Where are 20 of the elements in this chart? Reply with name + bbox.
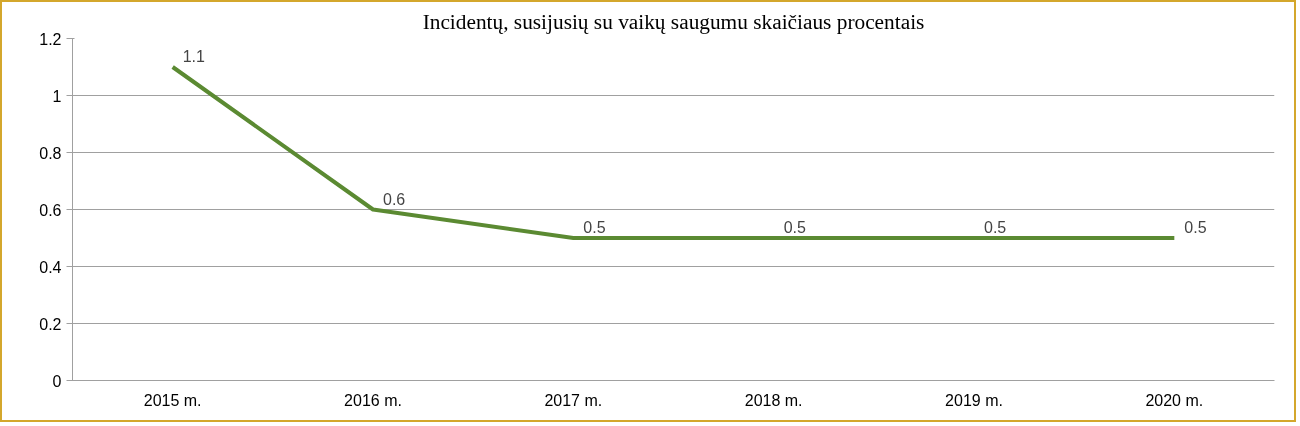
y-tick-label: 1.2: [39, 30, 62, 48]
x-tick-label: 2017 m.: [544, 391, 603, 409]
y-tick-label: 0.8: [39, 144, 62, 162]
y-tick-label: 1: [52, 87, 62, 105]
chart-title: Incidentų, susijusių su vaikų saugumu skaičiaus procentais: [422, 9, 925, 34]
x-tick-label: 2020 m.: [1145, 391, 1204, 409]
data-label: 0.5: [783, 219, 807, 236]
y-tick-label: 0: [52, 372, 62, 390]
data-label: 1.1: [182, 48, 206, 65]
y-tick-label: 0.6: [39, 201, 62, 219]
data-label: 0.5: [984, 219, 1007, 236]
data-label: 0.5: [583, 219, 606, 236]
x-tick-label: 2018 m.: [744, 391, 803, 409]
y-tick-label: 0.4: [39, 258, 62, 276]
x-tick-label: 2016 m.: [344, 391, 402, 409]
y-tick-label: 0.2: [39, 315, 62, 333]
x-tick-label: 2019 m.: [945, 391, 1003, 409]
data-label: 0.6: [383, 190, 406, 208]
x-tick-label: 2015 m.: [143, 391, 202, 409]
data-label: 0.5: [1184, 219, 1207, 236]
